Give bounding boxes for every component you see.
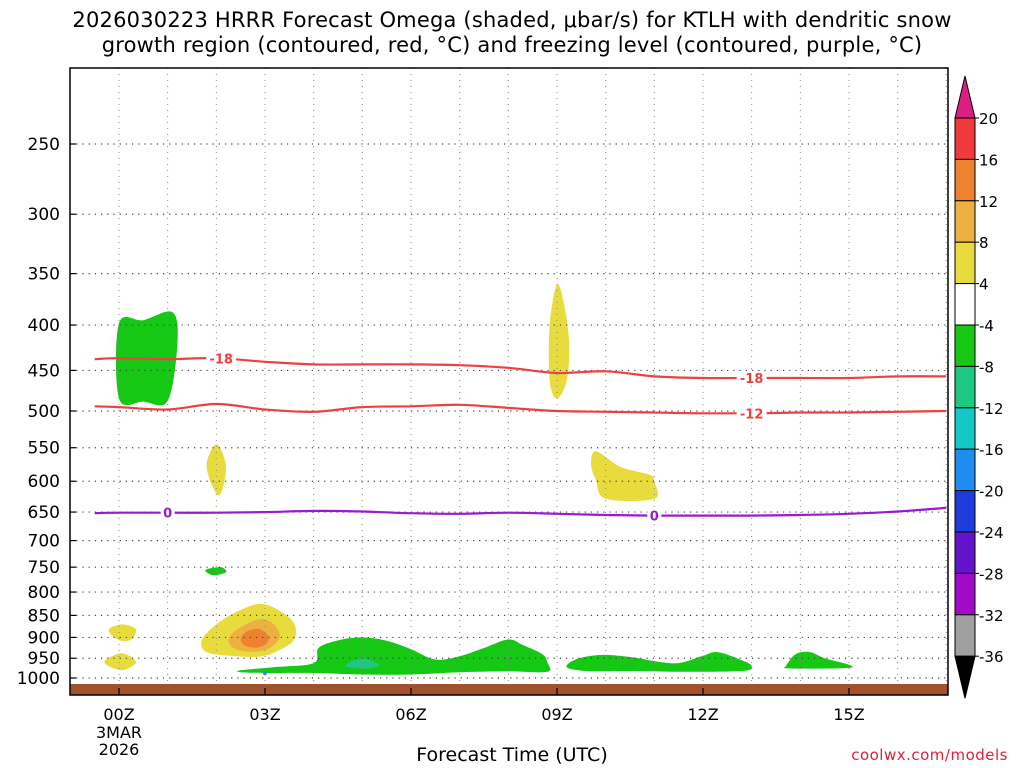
omega-blue-03z-dot [263, 671, 267, 676]
colorbar-label: 12 [979, 193, 998, 211]
colorbar-swatch [954, 324, 976, 367]
colorbar-swatch [954, 572, 976, 616]
y-tick-label-300: 300 [28, 205, 60, 225]
plot-frame [69, 67, 949, 696]
x-tick-label-09Z: 09Z [541, 705, 572, 724]
omega-yellow-10z [591, 451, 659, 502]
contour-layer: -18 -18 -12 0 0 [94, 351, 947, 525]
plot-frame-layer [69, 67, 949, 696]
contour-label-minus12: -12 [740, 407, 764, 422]
x-tick-sublabel: 3MAR [96, 723, 142, 742]
omega-yellow-09z [548, 284, 570, 399]
y-tick-label-950: 950 [28, 649, 60, 669]
colorbar-label: 8 [979, 234, 989, 252]
contour-label-0: 0 [650, 510, 659, 525]
omega-teal-05z [345, 658, 380, 669]
colorbar-label: 16 [979, 151, 998, 169]
axis-layer: 2503003504004505005506006507007508008509… [17, 135, 865, 759]
contour-label-minus18: -18 [740, 372, 764, 387]
colorbar-swatch [954, 158, 976, 202]
colorbar-swatch [954, 283, 976, 326]
x-tick-label-06Z: 06Z [395, 705, 426, 724]
omega-yellow-00z-bottom [104, 653, 136, 671]
colorbar-swatch [954, 200, 976, 243]
colorbar-top-arrow [954, 75, 976, 119]
y-tick-label-350: 350 [28, 265, 60, 285]
y-tick-label-750: 750 [28, 558, 60, 578]
colorbar-label: -12 [979, 400, 1004, 418]
ground-strip [70, 684, 948, 695]
contour-label-bg [160, 505, 175, 520]
colorbar-swatch [954, 241, 976, 285]
omega-orange-03z [240, 628, 269, 648]
x-tick-label-03Z: 03Z [249, 705, 280, 724]
colorbar-swatch [954, 365, 976, 409]
grid-layer [70, 68, 948, 695]
x-tick-label-00Z: 00Z [103, 705, 134, 724]
contour-label-bg [647, 508, 662, 523]
colorbar-label: -28 [979, 565, 1004, 583]
y-tick-label-800: 800 [28, 583, 60, 603]
y-tick-label-1000: 1000 [17, 669, 60, 689]
omega-green-lower-main [237, 637, 551, 675]
y-tick-label-650: 650 [28, 503, 60, 523]
y-tick-label-400: 400 [28, 316, 60, 336]
y-tick-label-550: 550 [28, 439, 60, 459]
contour-label-bg [736, 406, 767, 421]
colorbar-swatch [954, 117, 976, 160]
x-tick-label-15Z: 15Z [833, 705, 864, 724]
x-axis-label: Forecast Time (UTC) [416, 744, 608, 766]
contour-label-bg [206, 351, 237, 366]
colorbar: 20 16 12 8 4 -4 -8 -12 -16 -20 -24 -28 -32 -36 [954, 75, 1004, 699]
x-tick-label-12Z: 12Z [687, 705, 718, 724]
omega-green-0230z [205, 567, 227, 576]
freezing-level-0-line [94, 506, 947, 517]
omega-green-1030z [566, 651, 752, 672]
y-tick-label-450: 450 [28, 361, 60, 381]
colorbar-swatch [954, 490, 976, 533]
colorbar-label: -32 [979, 607, 1004, 625]
y-tick-label-500: 500 [28, 402, 60, 422]
colorbar-label: -20 [979, 483, 1004, 501]
contour-label-minus18: -18 [209, 353, 233, 368]
x-tick-sublabel: 2026 [99, 740, 140, 759]
credit-link[interactable]: coolwx.com/models [851, 746, 1008, 764]
colorbar-bottom-arrow [954, 655, 976, 699]
colorbar-swatch [954, 614, 976, 657]
colorbar-swatch [954, 531, 976, 574]
y-tick-label-900: 900 [28, 628, 60, 648]
contour-label-bg [736, 371, 767, 386]
colorbar-swatch [954, 448, 976, 492]
colorbar-label: -8 [979, 358, 994, 376]
chart-title-line-2: growth region (contoured, red, °C) and f… [101, 33, 923, 57]
colorbar-label: -36 [979, 648, 1004, 666]
chart-title-line-1: 2026030223 HRRR Forecast Omega (shaded, … [72, 8, 952, 32]
colorbar-label: -16 [979, 441, 1004, 459]
colorbar-label: -24 [979, 524, 1004, 542]
contour-label-0: 0 [163, 507, 172, 522]
omega-shading-layer [104, 284, 853, 676]
colorbar-label: 4 [979, 276, 989, 294]
y-tick-label-250: 250 [28, 135, 60, 155]
colorbar-label: 20 [979, 110, 998, 128]
dendritic-minus-12-line [94, 402, 947, 415]
y-tick-label-700: 700 [28, 532, 60, 552]
ground-layer [70, 684, 948, 695]
y-tick-label-600: 600 [28, 472, 60, 492]
colorbar-swatch [954, 407, 976, 450]
y-tick-label-850: 850 [28, 606, 60, 626]
omega-yellow-00z-top [108, 624, 137, 642]
colorbar-label: -4 [979, 317, 994, 335]
omega-green-14z [783, 651, 853, 669]
chart-title: 2026030223 HRRR Forecast Omega (shaded, … [0, 8, 1024, 58]
omega-yellow-02z [206, 444, 227, 496]
